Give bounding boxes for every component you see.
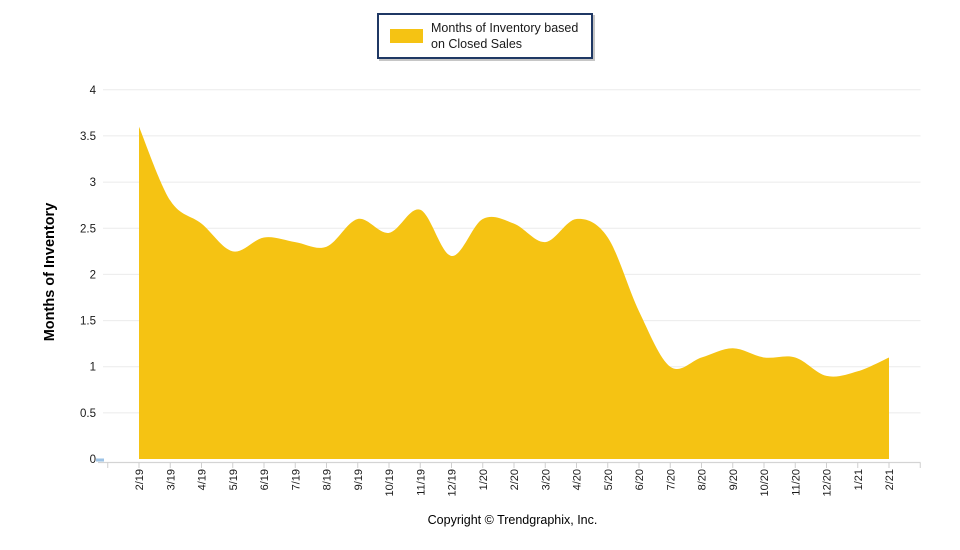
x-tick-label: 7/19 xyxy=(290,469,302,490)
x-tick-label: 5/20 xyxy=(603,469,615,490)
y-tick-label: 1.5 xyxy=(80,316,96,328)
x-tick-label: 2/21 xyxy=(884,469,896,490)
x-tick-label: 6/19 xyxy=(259,469,271,490)
x-tick-label: 9/20 xyxy=(728,469,740,490)
y-tick-label: 1 xyxy=(90,362,96,374)
chart-legend: Months of Inventory based on Closed Sale… xyxy=(377,13,593,59)
y-axis-title: Months of Inventory xyxy=(42,203,58,342)
legend-swatch-icon xyxy=(390,29,423,43)
x-tick-label: 4/19 xyxy=(197,469,209,490)
x-tick-label: 2/20 xyxy=(509,469,521,490)
y-tick-label: 0.5 xyxy=(80,408,96,420)
y-tick-label: 3.5 xyxy=(80,131,96,143)
x-tick-label: 4/20 xyxy=(572,469,584,490)
x-tick-label: 7/20 xyxy=(665,469,677,490)
y-tick-label: 2.5 xyxy=(80,223,96,235)
inventory-area-series xyxy=(139,126,889,459)
y-tick-label: 3 xyxy=(90,177,96,189)
x-tick-label: 3/20 xyxy=(540,469,552,490)
x-tick-label: 8/19 xyxy=(322,469,334,490)
x-tick-label: 10/20 xyxy=(759,469,771,497)
x-tick-label: 2/19 xyxy=(134,469,146,490)
x-tick-label: 1/21 xyxy=(853,469,865,490)
x-tick-label: 12/19 xyxy=(447,469,459,497)
x-tick-label: 10/19 xyxy=(384,469,396,497)
x-tick-label: 11/20 xyxy=(790,469,802,496)
x-tick-label: 9/19 xyxy=(353,469,365,490)
x-tick-label: 5/19 xyxy=(228,469,240,490)
x-tick-label: 1/20 xyxy=(478,469,490,490)
origin-blue-tick xyxy=(96,458,104,462)
x-tick-label: 8/20 xyxy=(697,469,709,490)
x-tick-label: 3/19 xyxy=(165,469,177,490)
x-tick-label: 6/20 xyxy=(634,469,646,490)
copyright-text: Copyright © Trendgraphix, Inc. xyxy=(427,513,598,527)
y-tick-label: 0 xyxy=(90,454,96,466)
y-tick-label: 2 xyxy=(90,269,96,281)
y-tick-label: 4 xyxy=(90,85,97,97)
x-tick-label: 11/19 xyxy=(415,469,427,496)
x-tick-label: 12/20 xyxy=(822,469,834,497)
legend-label: Months of Inventory based on Closed Sale… xyxy=(431,21,579,51)
